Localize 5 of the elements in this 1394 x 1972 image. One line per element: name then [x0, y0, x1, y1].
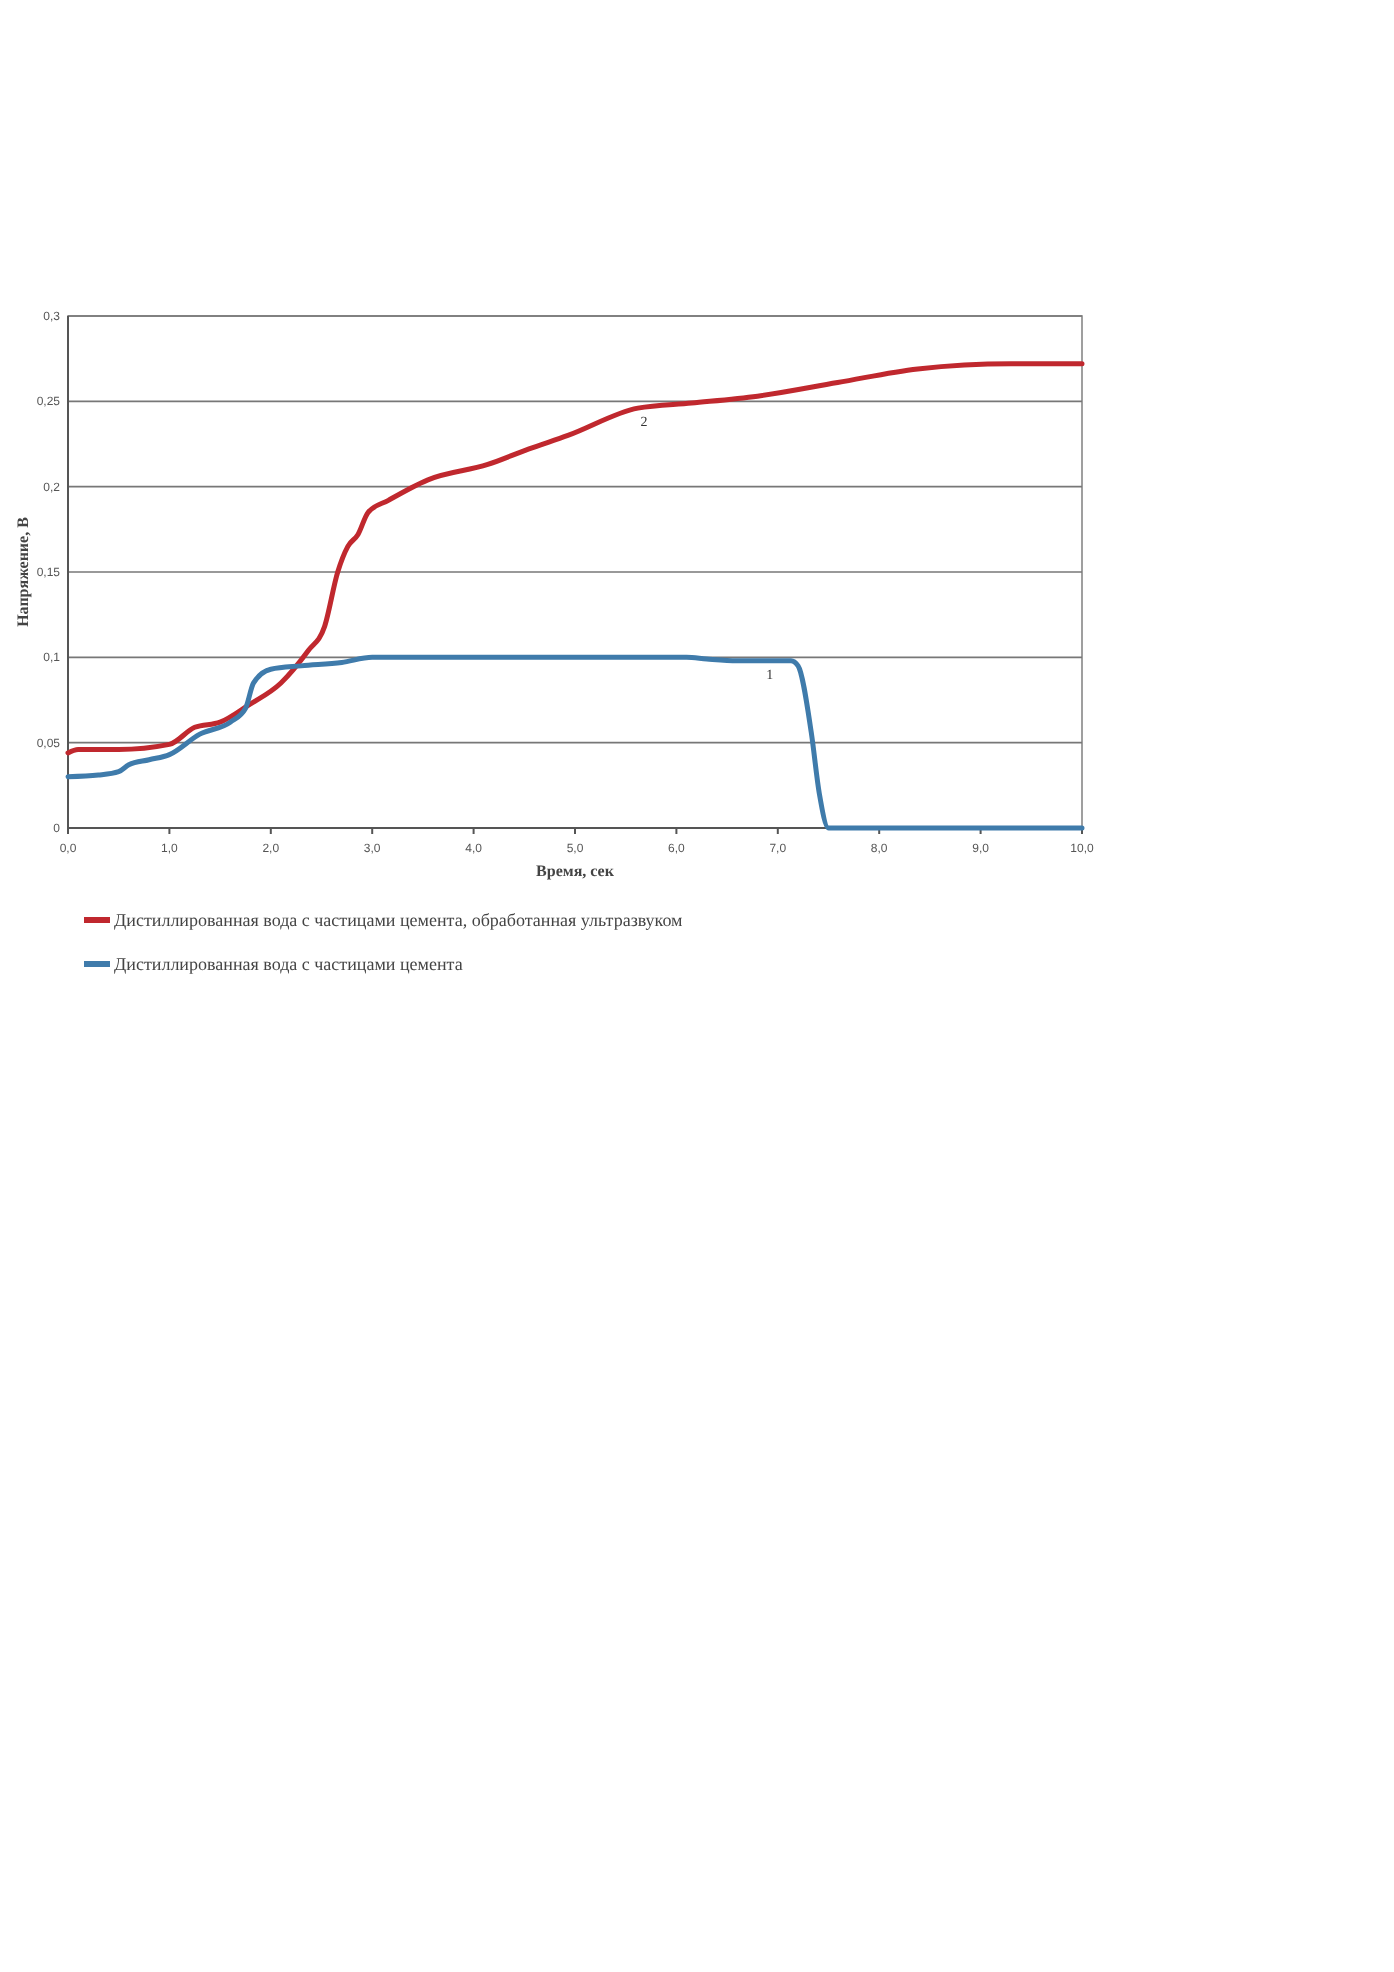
y-axis-title: Напряжение, В	[14, 515, 32, 627]
legend-label: Дистиллированная вода с частицами цемента	[114, 953, 463, 974]
legend-label: Дистиллированная вода с частицами цемента, обработанная ультразвуком	[114, 909, 684, 930]
x-axis-title: Время, сек	[536, 862, 615, 880]
line-series	[65, 361, 1085, 756]
